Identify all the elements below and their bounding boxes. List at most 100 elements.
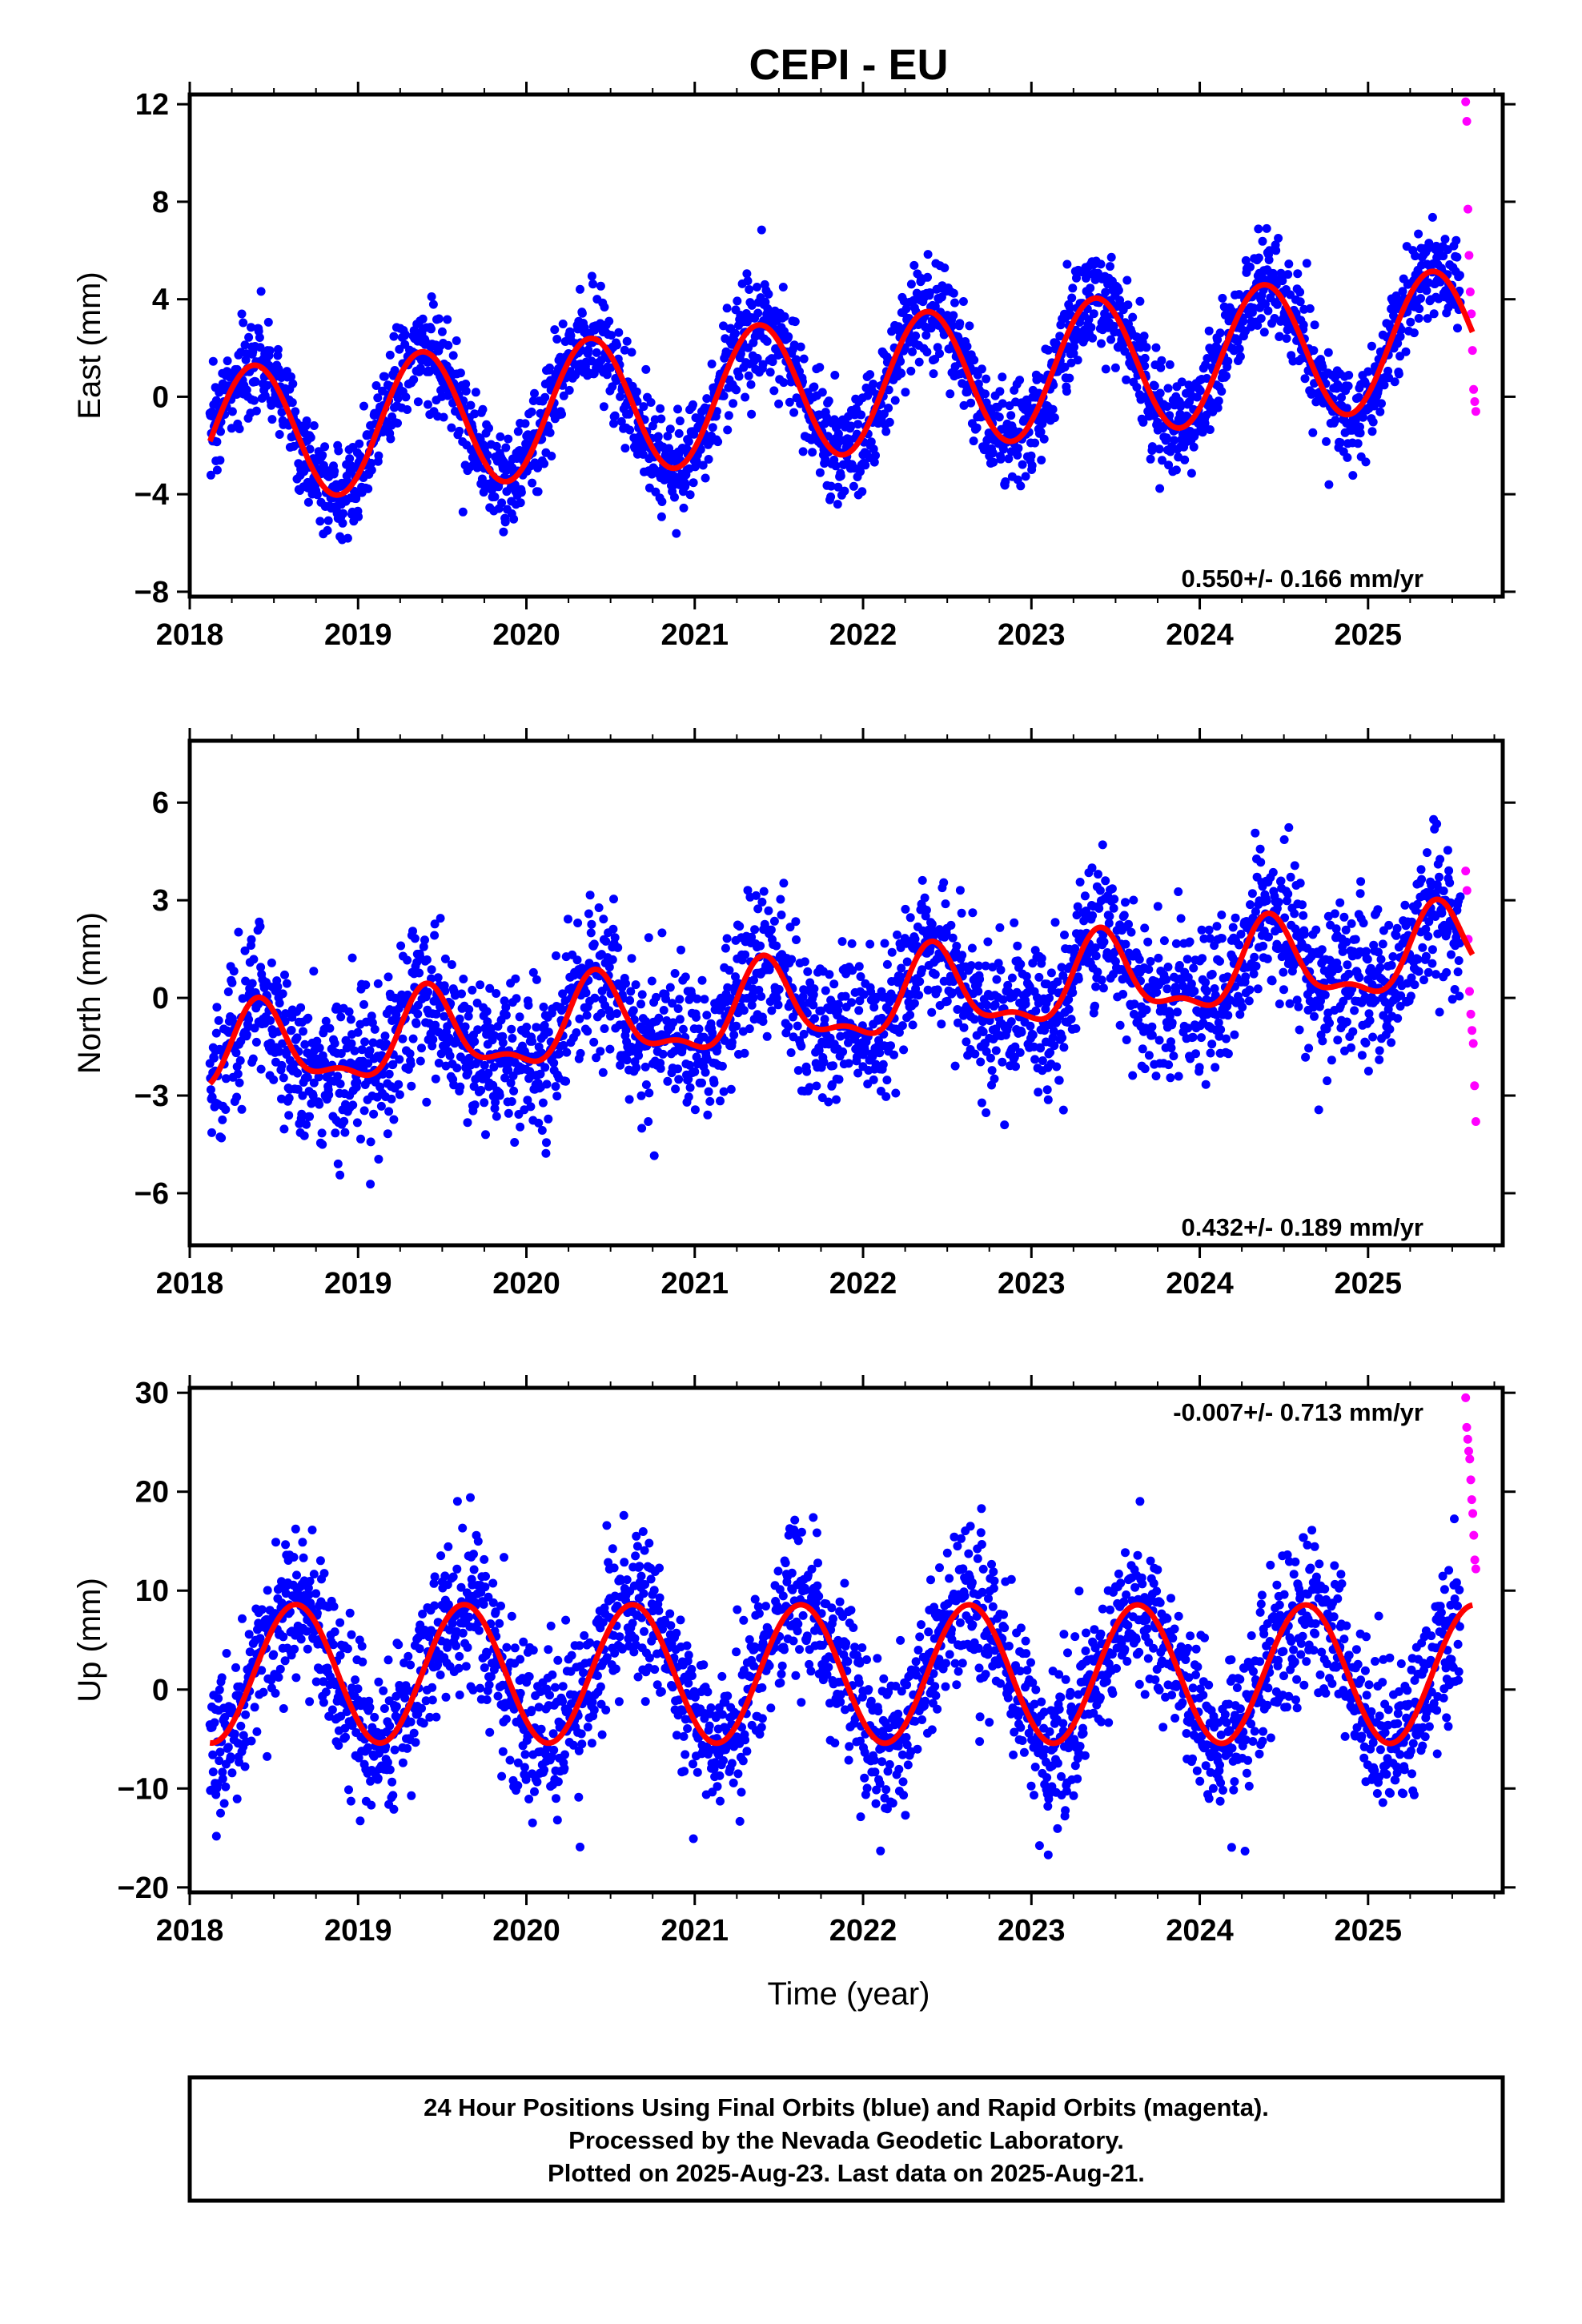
east-final-point: [1309, 346, 1319, 356]
east-final-point: [1258, 236, 1267, 246]
east-final-point: [1233, 336, 1243, 346]
north-final-point: [314, 1072, 323, 1082]
north-final-point: [1042, 979, 1052, 989]
north-final-point: [787, 955, 797, 964]
north-final-point: [485, 983, 495, 993]
north-final-point: [1217, 911, 1227, 919]
north-final-point: [273, 982, 283, 991]
north-final-point: [473, 1025, 483, 1035]
north-final-point: [293, 1084, 303, 1094]
north-final-point: [434, 1059, 444, 1068]
north-final-point: [1195, 1063, 1204, 1072]
north-final-point: [669, 1018, 678, 1027]
north-final-point: [685, 1083, 695, 1092]
east-final-point: [733, 296, 742, 306]
east-final-point: [826, 492, 836, 501]
east-ytick-label: 8: [152, 186, 169, 219]
north-final-point: [1246, 900, 1255, 910]
east-final-point: [1156, 363, 1166, 372]
north-final-point: [970, 1015, 979, 1024]
north-final-point: [1060, 931, 1069, 939]
north-final-point: [1064, 995, 1074, 1004]
east-final-point: [1295, 297, 1305, 307]
east-final-point: [1414, 229, 1423, 239]
north-final-point: [756, 941, 765, 951]
north-final-point: [1107, 884, 1117, 894]
north-final-point: [1310, 1011, 1319, 1021]
north-final-point: [536, 1069, 545, 1079]
east-final-point: [614, 328, 624, 337]
east-final-point: [552, 335, 562, 344]
north-final-point: [616, 1060, 625, 1070]
north-final-point: [436, 914, 445, 923]
north-final-point: [422, 955, 432, 964]
north-final-point: [539, 1002, 548, 1011]
east-final-point: [1354, 392, 1363, 402]
east-final-point: [696, 444, 705, 454]
north-final-point: [1099, 937, 1109, 947]
north-final-point: [307, 1099, 316, 1108]
north-final-point: [1263, 954, 1272, 963]
north-final-point: [1255, 844, 1265, 854]
east-ytick-label: 12: [135, 88, 169, 122]
north-final-point: [504, 1065, 513, 1075]
north-final-point: [376, 1101, 386, 1111]
north-final-point: [1279, 985, 1288, 995]
north-final-point: [970, 1049, 980, 1059]
east-final-point: [1158, 456, 1166, 465]
east-final-point: [1394, 369, 1403, 379]
north-final-point: [1074, 975, 1083, 984]
north-xtick-label: 2024: [1166, 1267, 1234, 1301]
north-final-point: [431, 1074, 440, 1084]
east-final-point: [1264, 255, 1274, 264]
east-final-point: [675, 416, 685, 426]
north-final-point: [814, 1046, 824, 1055]
north-final-point: [637, 1124, 647, 1133]
north-final-point: [284, 1111, 294, 1120]
north-final-point: [608, 955, 617, 964]
east-final-point: [830, 371, 840, 380]
north-final-point: [244, 1015, 254, 1024]
north-final-point: [463, 1118, 472, 1128]
north-final-point: [628, 1006, 638, 1015]
north-final-point: [374, 1155, 383, 1164]
north-final-point: [1215, 1031, 1224, 1041]
east-final-point: [545, 363, 554, 372]
east-final-point: [1139, 332, 1149, 341]
north-final-point: [690, 1067, 700, 1076]
east-final-point: [367, 465, 376, 475]
north-final-point: [986, 1053, 995, 1063]
east-final-point: [1015, 376, 1025, 385]
north-final-point: [727, 1038, 737, 1047]
north-final-point: [240, 946, 250, 955]
north-final-point: [829, 1061, 837, 1071]
east-final-point: [602, 370, 612, 380]
east-final-point: [1069, 348, 1078, 358]
east-final-point: [988, 448, 998, 458]
north-final-point: [232, 1092, 242, 1102]
east-final-point: [753, 353, 762, 363]
east-final-point: [1062, 387, 1071, 396]
east-final-point: [439, 412, 448, 422]
north-final-point: [584, 909, 593, 919]
north-final-point: [309, 967, 319, 976]
north-final-point: [1126, 927, 1136, 937]
north-final-point: [303, 1072, 312, 1082]
east-final-point: [908, 347, 917, 356]
north-final-point: [1028, 1030, 1038, 1039]
east-final-point: [500, 517, 510, 527]
north-final-point: [284, 1093, 294, 1103]
north-final-point: [586, 928, 596, 938]
east-final-point: [306, 432, 315, 442]
north-final-point: [511, 974, 520, 983]
east-final-point: [684, 436, 693, 446]
north-xtick-label: 2022: [829, 1267, 897, 1301]
north-final-point: [249, 955, 259, 964]
east-final-point: [1310, 320, 1319, 330]
east-final-point: [235, 424, 244, 433]
north-final-point: [847, 939, 857, 948]
east-final-point: [1360, 379, 1370, 388]
north-final-point: [701, 1068, 710, 1077]
east-final-point: [1367, 341, 1376, 351]
north-final-point: [1174, 961, 1184, 970]
